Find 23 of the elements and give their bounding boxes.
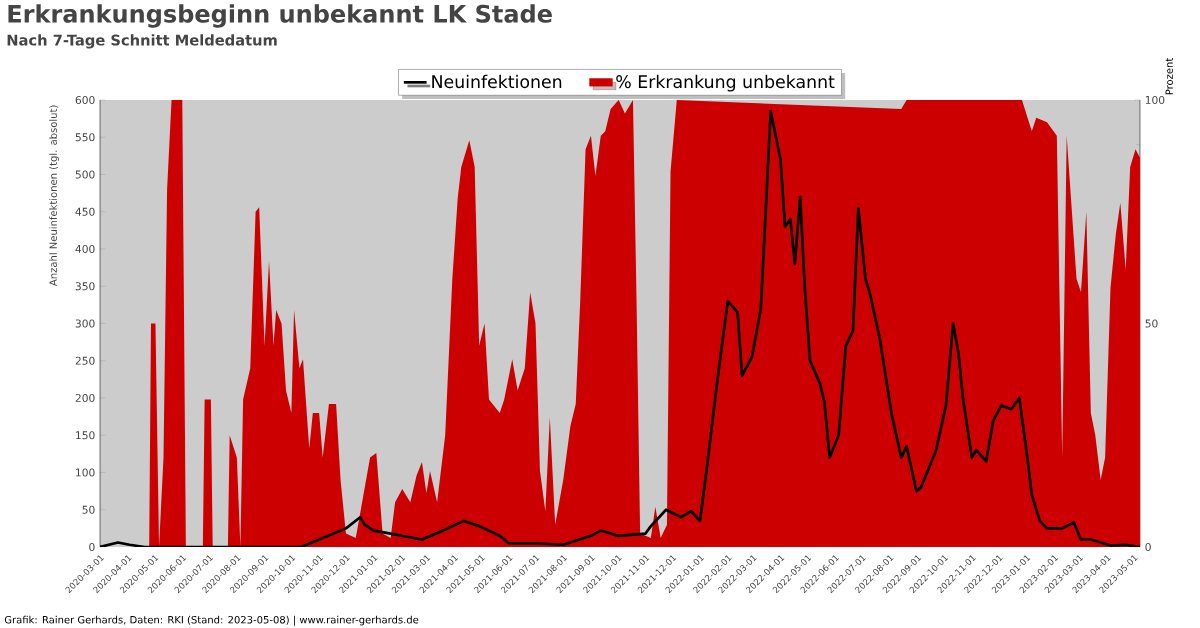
text: Grafik: Rainer Gerhards, Daten: RKI (Stand: 2023-05-08) | www.rainer-gerhards.de [4, 615, 419, 626]
y-tick-label: 450 [75, 207, 95, 216]
y2-axis-title: Prozent [1165, 57, 1173, 95]
y2-tick-label: 50 [1145, 319, 1158, 328]
y-tick-label: 50 [82, 505, 95, 514]
chart-subtitle: Nach 7-Tage Schnitt Meldedatum [7, 34, 277, 49]
legend-label: % Erkrankung unbekannt [616, 74, 835, 92]
y-tick-label: 300 [75, 319, 95, 328]
y-tick-label: 150 [76, 431, 95, 440]
y-tick-label: 100 [76, 468, 95, 477]
y2-tick-label: 100 [1145, 95, 1165, 105]
y-tick-label: 200 [75, 393, 95, 403]
y-tick-label: 600 [75, 95, 95, 105]
chart-title: Erkrankungsbeginn unbekannt LK Stade [8, 4, 552, 28]
y2-tick-label: 0 [1145, 542, 1151, 552]
y-tick-label: 350 [75, 282, 95, 291]
y-tick-label: 0 [89, 542, 95, 552]
legend-label: Neuinfektionen [432, 74, 562, 89]
y-tick-label: 500 [75, 170, 95, 179]
y-tick-label: 550 [75, 133, 95, 142]
y-axis-title: Anzahl Neuinfektionen (tgl. absolut) [49, 105, 59, 286]
y-tick-label: 250 [75, 356, 95, 365]
y-tick-label: 400 [75, 244, 95, 254]
